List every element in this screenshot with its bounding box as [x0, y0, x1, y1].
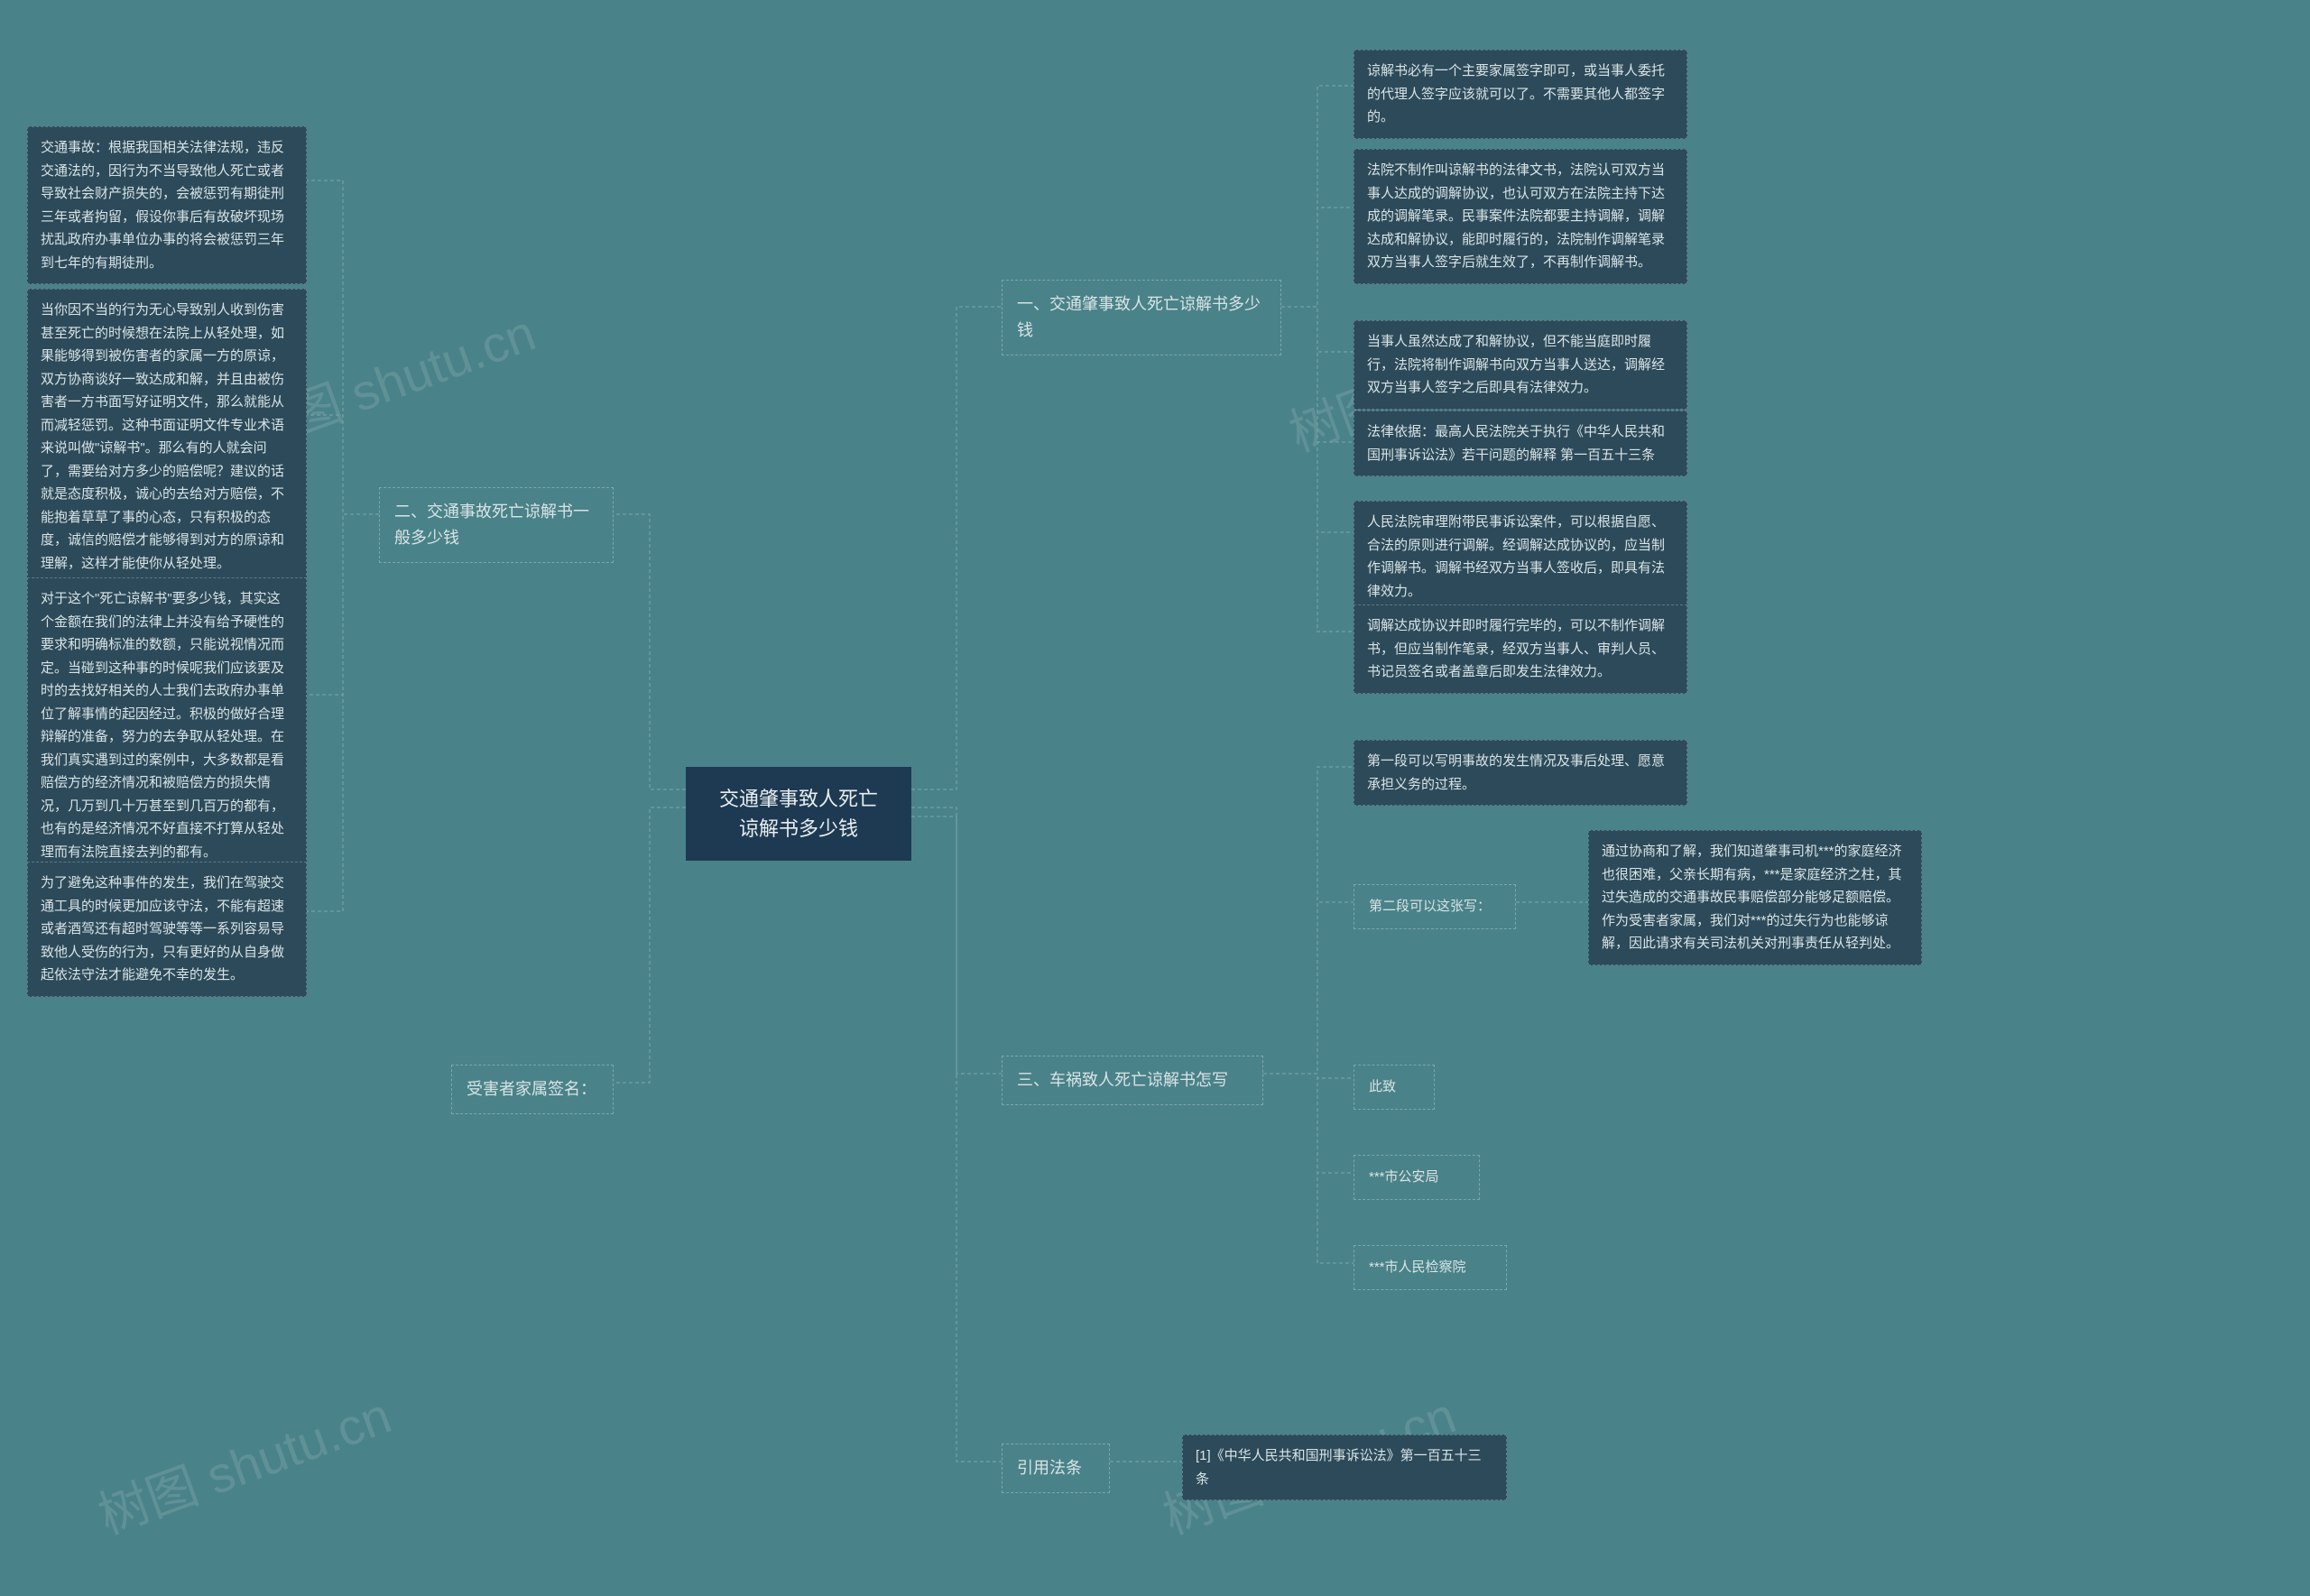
branch-2-leaf-3[interactable]: 对于这个"死亡谅解书"要多少钱，其实这个金额在我们的法律上并没有给予硬性的要求和… — [27, 577, 307, 873]
branch-3-leaf-1[interactable]: 第一段可以写明事故的发生情况及事后处理、愿意承担义务的过程。 — [1354, 740, 1687, 806]
branch-1-leaf-3[interactable]: 当事人虽然达成了和解协议，但不能当庭即时履行，法院将制作调解书向双方当事人送达，… — [1354, 320, 1687, 410]
branch-3-leaf-4[interactable]: ***市公安局 — [1354, 1155, 1480, 1200]
branch-1-leaf-5[interactable]: 人民法院审理附带民事诉讼案件，可以根据自愿、合法的原则进行调解。经调解达成协议的… — [1354, 501, 1687, 613]
branch-1-leaf-2[interactable]: 法院不制作叫谅解书的法律文书，法院认可双方当事人达成的调解协议，也认可双方在法院… — [1354, 149, 1687, 284]
branch-1-leaf-6[interactable]: 调解达成协议并即时履行完毕的，可以不制作调解书，但应当制作笔录，经双方当事人、审… — [1354, 604, 1687, 694]
watermark: 树图 shutu.cn — [87, 1375, 400, 1548]
center-title: 交通肇事致人死亡谅解书多少钱 — [719, 788, 878, 840]
branch-3[interactable]: 三、车祸致人死亡谅解书怎写 — [1002, 1056, 1263, 1105]
branch-3-leaf-5[interactable]: ***市人民检察院 — [1354, 1245, 1507, 1290]
branch-1[interactable]: 一、交通肇事致人死亡谅解书多少钱 — [1002, 280, 1281, 355]
branch-2[interactable]: 二、交通事故死亡谅解书一般多少钱 — [379, 487, 614, 563]
branch-5-leaf-1[interactable]: [1]《中华人民共和国刑事诉讼法》第一百五十三条 — [1182, 1435, 1507, 1500]
branch-4-title: 受害者家属签名： — [467, 1080, 596, 1098]
branch-3-title: 三、车祸致人死亡谅解书怎写 — [1017, 1071, 1228, 1089]
branch-4[interactable]: 受害者家属签名： — [451, 1065, 614, 1114]
branch-3-leaf-2-label[interactable]: 第二段可以这张写： — [1354, 884, 1516, 929]
branch-2-title: 二、交通事故死亡谅解书一般多少钱 — [394, 503, 589, 547]
branch-5-title: 引用法条 — [1017, 1459, 1082, 1477]
branch-2-leaf-1[interactable]: 交通事故：根据我国相关法律法规，违反交通法的，因行为不当导致他人死亡或者导致社会… — [27, 126, 307, 284]
branch-3-leaf-2[interactable]: 通过协商和了解，我们知道肇事司机***的家庭经济也很困难，父亲长期有病，***是… — [1588, 830, 1922, 965]
branch-1-title: 一、交通肇事致人死亡谅解书多少钱 — [1017, 295, 1261, 339]
branch-1-leaf-1[interactable]: 谅解书必有一个主要家属签字即可，或当事人委托的代理人签字应该就可以了。不需要其他… — [1354, 50, 1687, 139]
branch-5[interactable]: 引用法条 — [1002, 1444, 1110, 1493]
branch-3-leaf-3[interactable]: 此致 — [1354, 1065, 1435, 1110]
center-node[interactable]: 交通肇事致人死亡谅解书多少钱 — [686, 767, 911, 861]
branch-2-leaf-4[interactable]: 为了避免这种事件的发生，我们在驾驶交通工具的时候更加应该守法，不能有超速或者酒驾… — [27, 862, 307, 997]
branch-2-leaf-2[interactable]: 当你因不当的行为无心导致别人收到伤害甚至死亡的时候想在法院上从轻处理，如果能够得… — [27, 289, 307, 585]
connector-lines — [0, 0, 2310, 1596]
branch-1-leaf-4[interactable]: 法律依据：最高人民法院关于执行《中华人民共和国刑事诉讼法》若干问题的解释 第一百… — [1354, 411, 1687, 476]
